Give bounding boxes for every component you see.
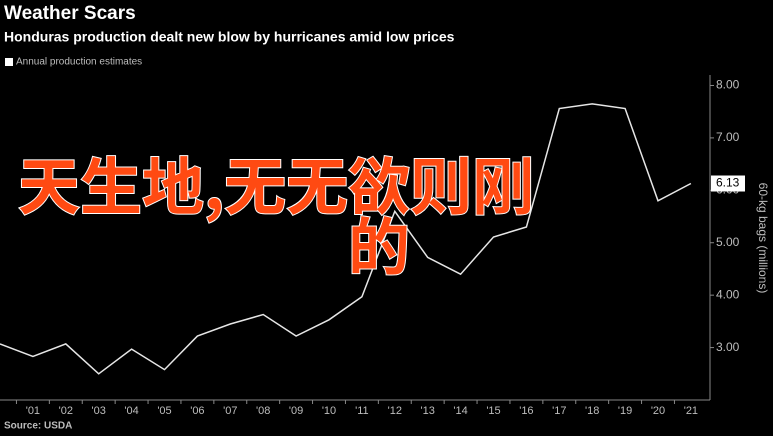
x-tick-label: '02 bbox=[59, 405, 73, 417]
x-tick-label: '08 bbox=[256, 405, 270, 417]
x-tick-label: '18 bbox=[585, 405, 599, 417]
legend-label: Annual production estimates bbox=[16, 57, 142, 68]
x-tick-label: '06 bbox=[190, 405, 204, 417]
y-tick-label: 5.00 bbox=[716, 235, 740, 249]
x-tick-label: '12 bbox=[388, 405, 402, 417]
x-tick-label: '17 bbox=[552, 405, 566, 417]
chart-subtitle: Honduras production dealt new blow by hu… bbox=[4, 29, 455, 45]
y-tick-label: 3.00 bbox=[716, 340, 740, 354]
x-tick-label: '11 bbox=[355, 405, 369, 417]
x-tick-label: '14 bbox=[453, 405, 467, 417]
source: Source: USDA bbox=[4, 421, 72, 432]
legend-swatch bbox=[5, 58, 13, 66]
x-tick-label: '15 bbox=[486, 405, 500, 417]
y-tick-label: 7.00 bbox=[716, 130, 740, 144]
x-tick-label: '10 bbox=[322, 405, 336, 417]
x-tick-label: '19 bbox=[618, 405, 632, 417]
line bbox=[0, 103, 692, 375]
x-tick-label: '13 bbox=[421, 405, 435, 417]
x-tick-label: '09 bbox=[289, 405, 303, 417]
x-tick-label: '20 bbox=[651, 405, 665, 417]
last-value-label: 6.13 bbox=[716, 176, 740, 190]
overlay-text: 的 bbox=[348, 197, 410, 287]
y-axis-label: 60-kg bags (millions) bbox=[756, 183, 770, 294]
x-tick-label: '01 bbox=[26, 405, 40, 417]
x-tick-label: '04 bbox=[124, 405, 138, 417]
y-tick-label: 8.00 bbox=[716, 78, 740, 92]
last-value-box bbox=[711, 175, 745, 192]
x-tick-label: '03 bbox=[92, 405, 106, 417]
y-tick-label: 4.00 bbox=[716, 287, 740, 301]
x-tick-label: '05 bbox=[157, 405, 171, 417]
chart-title: Weather Scars bbox=[4, 3, 136, 24]
x-tick-label: '16 bbox=[519, 405, 533, 417]
x-tick-label: '21 bbox=[684, 405, 698, 417]
overlay-text: 天生地,无无欲则刚 bbox=[18, 137, 534, 227]
x-tick-label: '07 bbox=[223, 405, 237, 417]
